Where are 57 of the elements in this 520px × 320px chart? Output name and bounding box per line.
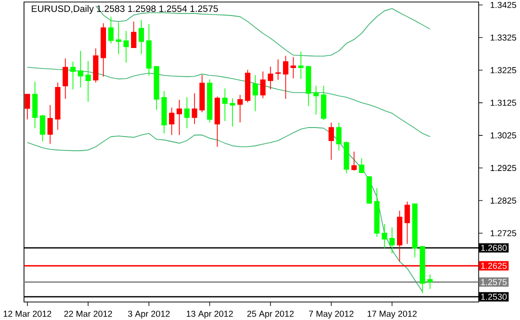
candlestick xyxy=(389,226,395,254)
y-tick-label: 1.3325 xyxy=(490,34,516,41)
candlestick xyxy=(328,122,334,160)
candlestick xyxy=(70,61,76,90)
ref-line-label: 1.2575 xyxy=(481,279,507,286)
candlestick xyxy=(268,66,274,90)
candlestick xyxy=(40,114,46,142)
candlestick xyxy=(230,98,236,127)
candlestick xyxy=(176,99,182,136)
candlestick xyxy=(222,88,228,122)
x-tick-label: 17 May 2012 xyxy=(368,310,417,319)
candlestick xyxy=(275,58,281,80)
candlestick xyxy=(116,22,122,55)
y-tick-label: 1.2925 xyxy=(490,164,516,172)
candlestick xyxy=(47,104,53,144)
candlestick xyxy=(192,92,198,124)
x-tick-label: 13 Apr 2012 xyxy=(186,310,233,319)
y-tick-label: 1.2725 xyxy=(490,230,516,236)
candlestick xyxy=(32,81,38,129)
x-tick-label: 3 Apr 2012 xyxy=(128,310,170,319)
candlestick xyxy=(169,107,174,136)
candlestick xyxy=(382,224,388,249)
y-tick-label: 1.3425 xyxy=(490,2,516,8)
candlestick xyxy=(358,158,364,174)
ref-line-label: 1.2625 xyxy=(481,262,507,269)
candlestick xyxy=(237,94,243,123)
candlestick xyxy=(85,60,91,102)
candlestick xyxy=(404,201,410,244)
y-tick-label: 1.3025 xyxy=(490,132,516,138)
candlestick xyxy=(24,94,30,120)
y-tick-label: 1.3225 xyxy=(490,67,516,74)
candlestick xyxy=(184,96,190,129)
candlestick xyxy=(260,71,266,99)
y-tick-label: 1.2825 xyxy=(490,198,516,204)
ref-line-label: 1.2530 xyxy=(481,294,507,300)
candlestick xyxy=(108,16,114,44)
x-tick-label: 22 Mar 2012 xyxy=(64,310,112,317)
candlestick xyxy=(252,74,258,112)
candlestick xyxy=(138,20,144,55)
candlestick xyxy=(62,58,68,100)
x-tick-label: 12 Mar 2012 xyxy=(4,310,52,317)
x-tick-label: 25 Apr 2012 xyxy=(247,310,294,319)
candlestick xyxy=(123,30,129,64)
candlestick xyxy=(351,151,357,171)
candlestick xyxy=(290,56,296,79)
candlestick xyxy=(336,122,342,152)
x-tick-label: 7 May 2012 xyxy=(309,310,354,319)
candlestick xyxy=(320,85,326,120)
candlestick xyxy=(78,50,84,88)
candlestick xyxy=(131,21,136,48)
candlestick xyxy=(427,274,433,290)
candlestick xyxy=(298,51,304,80)
y-tick-label: 1.3125 xyxy=(490,100,516,106)
candlestick xyxy=(313,85,319,115)
ref-line-label: 1.2680 xyxy=(481,244,507,251)
line-series xyxy=(26,127,423,292)
candlestick xyxy=(283,55,288,100)
